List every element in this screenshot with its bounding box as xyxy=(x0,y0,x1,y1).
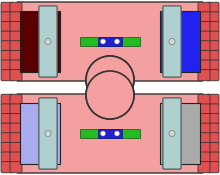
FancyBboxPatch shape xyxy=(198,104,210,115)
FancyBboxPatch shape xyxy=(1,142,13,153)
Bar xyxy=(100,60,120,115)
FancyBboxPatch shape xyxy=(10,60,22,71)
Circle shape xyxy=(86,71,134,119)
FancyBboxPatch shape xyxy=(207,152,219,163)
FancyBboxPatch shape xyxy=(1,70,13,81)
Bar xyxy=(20,11,60,72)
FancyBboxPatch shape xyxy=(207,60,219,71)
FancyBboxPatch shape xyxy=(198,133,210,144)
FancyBboxPatch shape xyxy=(207,22,219,33)
FancyBboxPatch shape xyxy=(1,60,13,71)
FancyBboxPatch shape xyxy=(207,104,219,115)
FancyBboxPatch shape xyxy=(10,31,22,42)
FancyBboxPatch shape xyxy=(198,162,210,173)
FancyBboxPatch shape xyxy=(198,142,210,153)
Bar xyxy=(98,129,122,138)
FancyBboxPatch shape xyxy=(10,50,22,61)
FancyBboxPatch shape xyxy=(39,6,57,77)
Circle shape xyxy=(86,56,134,104)
FancyBboxPatch shape xyxy=(198,94,210,105)
FancyBboxPatch shape xyxy=(1,123,13,134)
FancyBboxPatch shape xyxy=(39,6,57,77)
Circle shape xyxy=(169,38,175,44)
FancyBboxPatch shape xyxy=(207,31,219,42)
FancyBboxPatch shape xyxy=(1,94,13,105)
FancyBboxPatch shape xyxy=(1,162,13,173)
FancyBboxPatch shape xyxy=(17,94,203,173)
Circle shape xyxy=(45,131,51,137)
Circle shape xyxy=(101,131,106,136)
Bar xyxy=(160,11,200,72)
Circle shape xyxy=(45,38,51,44)
Circle shape xyxy=(86,56,134,104)
FancyBboxPatch shape xyxy=(198,41,210,52)
FancyBboxPatch shape xyxy=(198,31,210,42)
Circle shape xyxy=(86,71,134,119)
FancyBboxPatch shape xyxy=(10,12,22,23)
FancyBboxPatch shape xyxy=(163,98,181,169)
Bar xyxy=(20,103,60,164)
FancyBboxPatch shape xyxy=(39,98,57,169)
FancyBboxPatch shape xyxy=(163,98,181,169)
FancyBboxPatch shape xyxy=(198,70,210,81)
FancyBboxPatch shape xyxy=(1,152,13,163)
FancyBboxPatch shape xyxy=(1,114,13,125)
Circle shape xyxy=(45,38,51,44)
Circle shape xyxy=(169,131,175,137)
FancyBboxPatch shape xyxy=(207,70,219,81)
FancyBboxPatch shape xyxy=(10,94,22,105)
Bar xyxy=(160,103,200,164)
Circle shape xyxy=(114,39,119,44)
FancyBboxPatch shape xyxy=(10,142,22,153)
FancyBboxPatch shape xyxy=(198,114,210,125)
FancyBboxPatch shape xyxy=(163,6,181,77)
Circle shape xyxy=(169,131,175,137)
FancyBboxPatch shape xyxy=(198,2,210,13)
FancyBboxPatch shape xyxy=(207,123,219,134)
FancyBboxPatch shape xyxy=(10,162,22,173)
FancyBboxPatch shape xyxy=(1,22,13,33)
FancyBboxPatch shape xyxy=(1,50,13,61)
FancyBboxPatch shape xyxy=(39,98,57,169)
Circle shape xyxy=(169,38,175,44)
FancyBboxPatch shape xyxy=(207,41,219,52)
Bar xyxy=(98,37,122,46)
FancyBboxPatch shape xyxy=(198,12,210,23)
FancyBboxPatch shape xyxy=(198,152,210,163)
FancyBboxPatch shape xyxy=(207,162,219,173)
FancyBboxPatch shape xyxy=(1,133,13,144)
FancyBboxPatch shape xyxy=(1,41,13,52)
FancyBboxPatch shape xyxy=(17,2,203,81)
FancyBboxPatch shape xyxy=(1,31,13,42)
FancyBboxPatch shape xyxy=(10,70,22,81)
FancyBboxPatch shape xyxy=(207,12,219,23)
FancyBboxPatch shape xyxy=(10,41,22,52)
FancyBboxPatch shape xyxy=(10,123,22,134)
FancyBboxPatch shape xyxy=(10,2,22,13)
FancyBboxPatch shape xyxy=(198,123,210,134)
FancyBboxPatch shape xyxy=(207,50,219,61)
FancyBboxPatch shape xyxy=(198,60,210,71)
FancyBboxPatch shape xyxy=(10,114,22,125)
Circle shape xyxy=(114,131,119,136)
FancyBboxPatch shape xyxy=(10,22,22,33)
FancyBboxPatch shape xyxy=(10,133,22,144)
FancyBboxPatch shape xyxy=(207,94,219,105)
Bar xyxy=(80,129,140,138)
Circle shape xyxy=(101,39,106,44)
FancyBboxPatch shape xyxy=(1,2,13,13)
FancyBboxPatch shape xyxy=(1,104,13,115)
FancyBboxPatch shape xyxy=(207,142,219,153)
FancyBboxPatch shape xyxy=(207,133,219,144)
FancyBboxPatch shape xyxy=(207,114,219,125)
FancyBboxPatch shape xyxy=(198,50,210,61)
Circle shape xyxy=(45,131,51,137)
FancyBboxPatch shape xyxy=(163,6,181,77)
FancyBboxPatch shape xyxy=(10,152,22,163)
FancyBboxPatch shape xyxy=(198,22,210,33)
FancyBboxPatch shape xyxy=(207,2,219,13)
FancyBboxPatch shape xyxy=(1,12,13,23)
Bar xyxy=(80,37,140,46)
FancyBboxPatch shape xyxy=(10,104,22,115)
